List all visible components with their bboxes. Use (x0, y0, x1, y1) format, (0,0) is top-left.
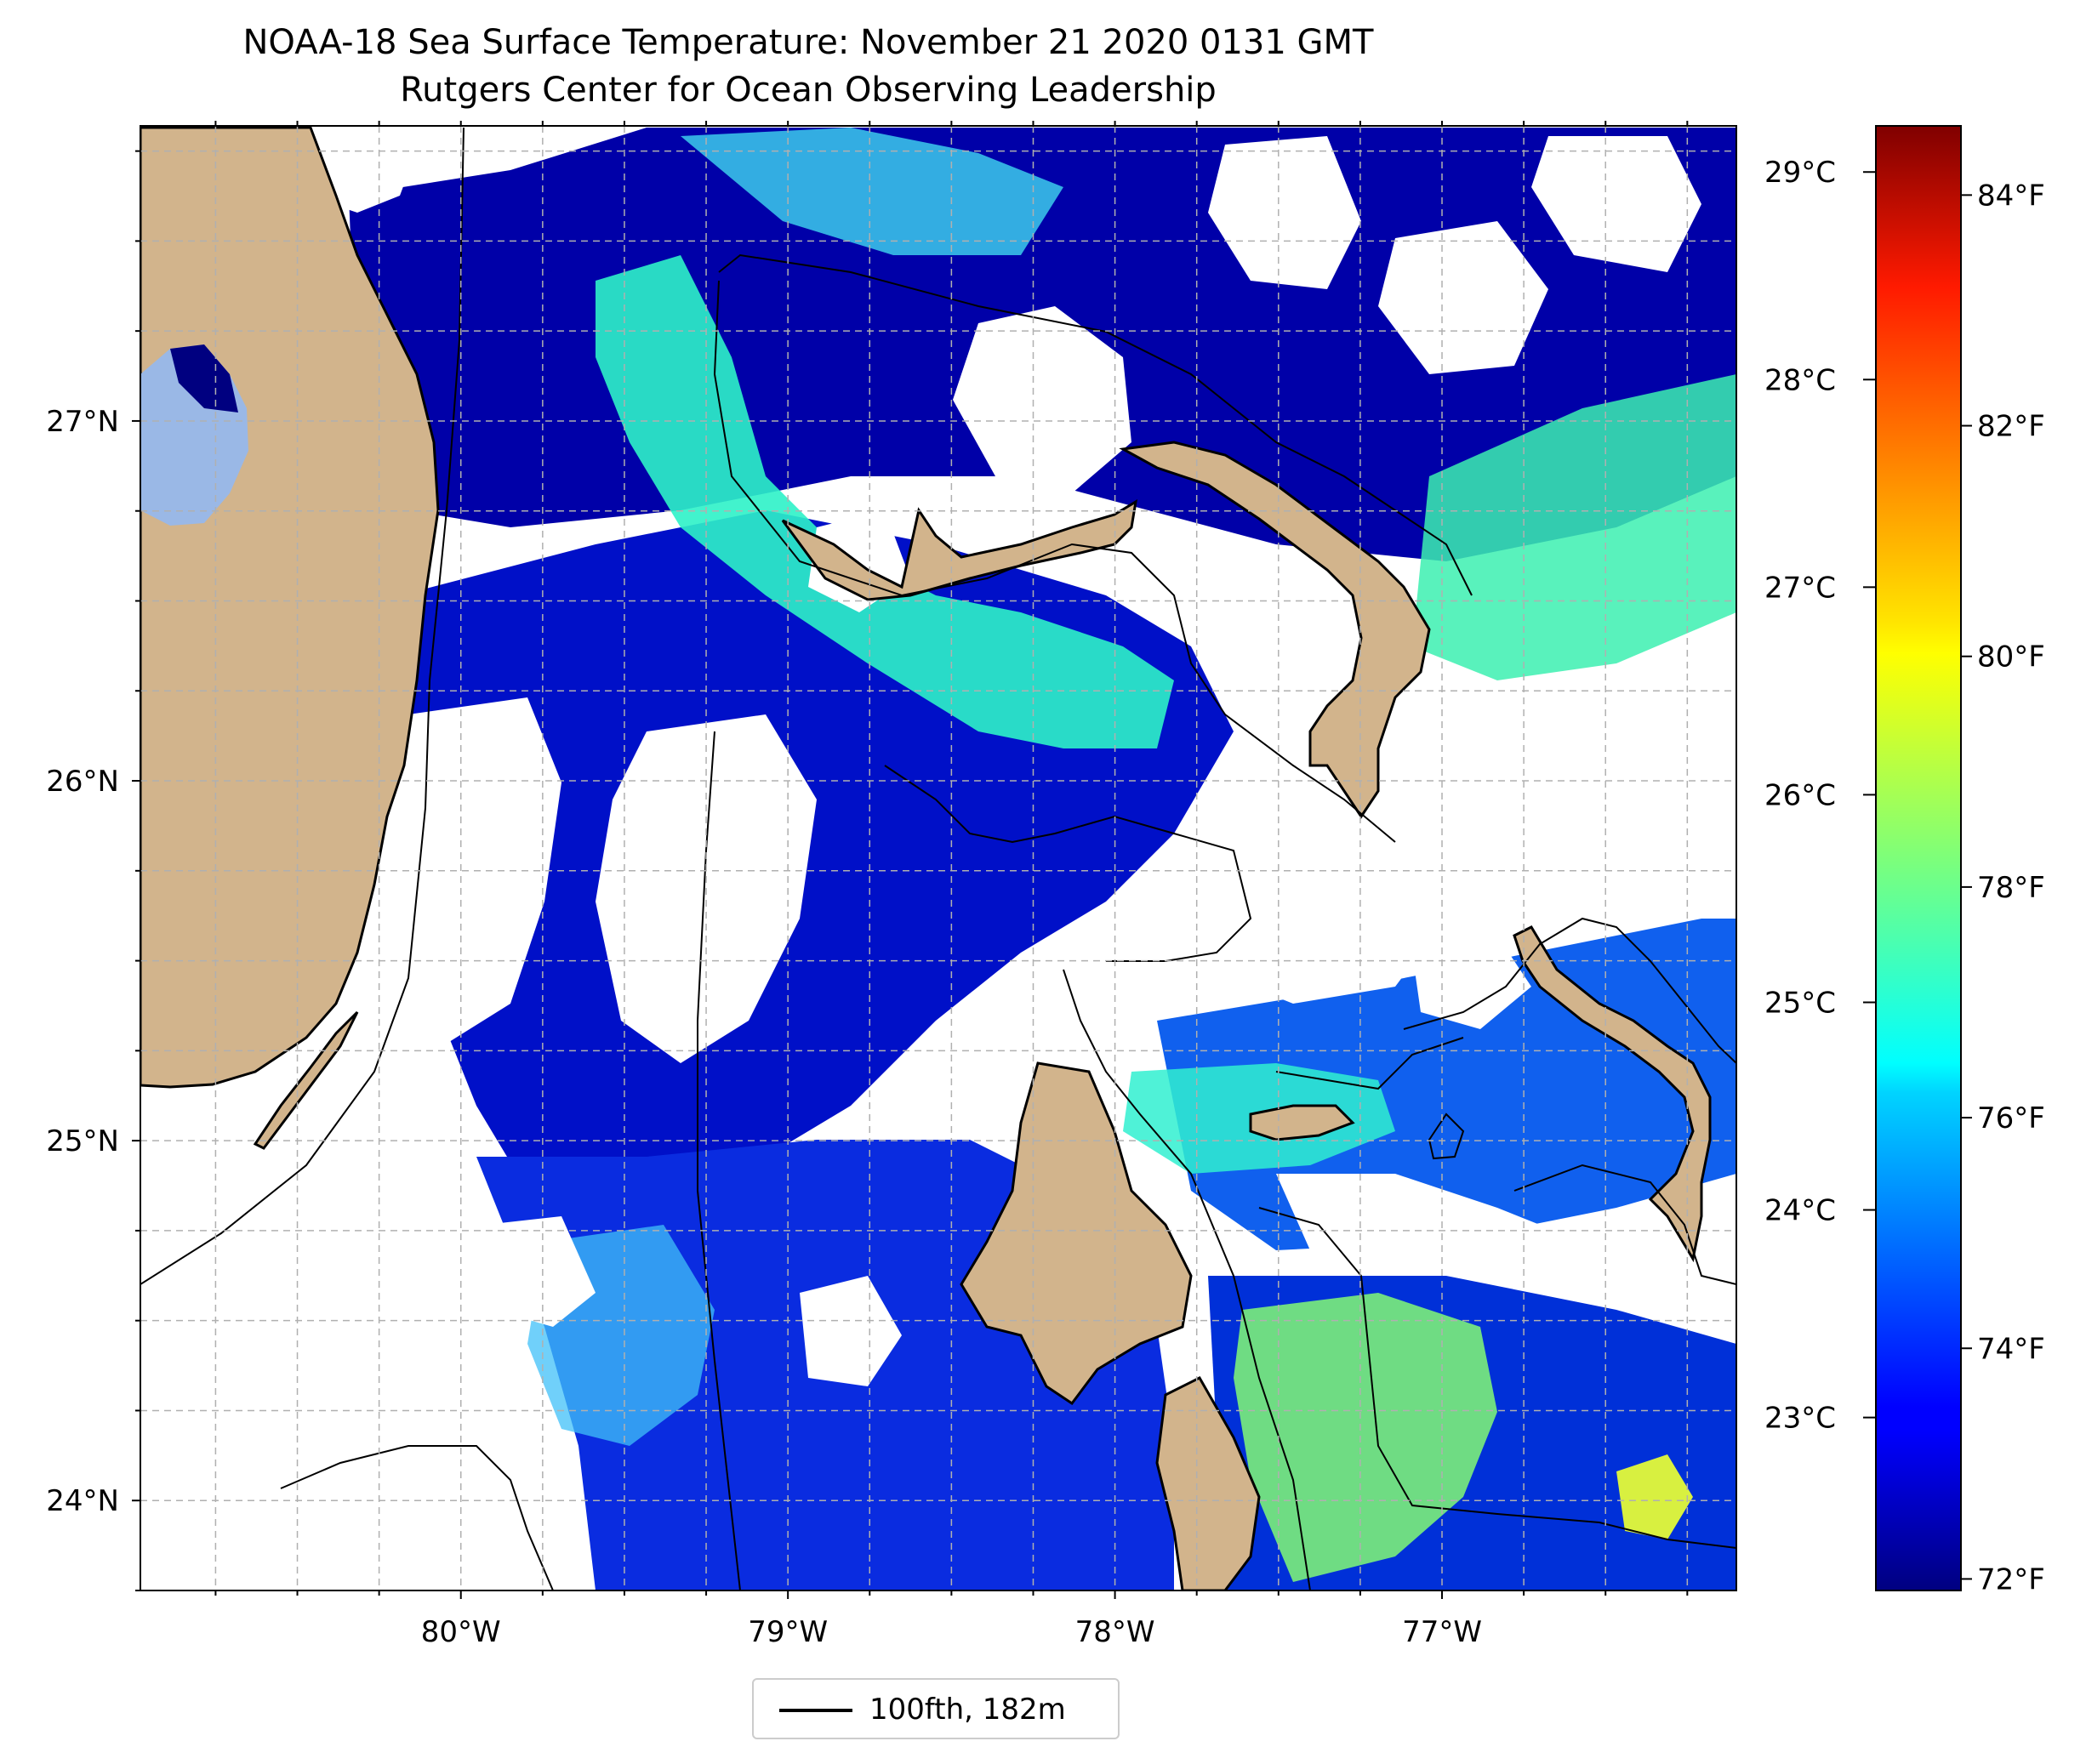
celsius-tick-label: 29°C (1764, 156, 1836, 190)
cloud-mask (374, 697, 561, 1046)
lon-tick-label: 77°W (1402, 1615, 1482, 1649)
isobath-line (1258, 1207, 1736, 1549)
celsius-tick-label: 24°C (1764, 1194, 1836, 1228)
celsius-tick-label: 27°C (1764, 571, 1836, 605)
isobath-line (1275, 1037, 1464, 1090)
fahrenheit-tick-label: 78°F (1977, 871, 2045, 905)
lon-tick-label: 79°W (748, 1615, 828, 1649)
chart-title: NOAA-18 Sea Surface Temperature: Novembe… (242, 23, 1374, 62)
sst-plume-gulfstream (596, 255, 1174, 748)
sst-plume-warm-spot (1616, 1454, 1693, 1539)
isobath-line (884, 765, 1252, 962)
celsius-tick-label: 23°C (1764, 1402, 1836, 1436)
cloud-mask (1174, 817, 1446, 1004)
chart-title-block: NOAA-18 Sea Surface Temperature: Novembe… (136, 19, 1480, 114)
sst-plume-north (681, 128, 1063, 255)
fahrenheit-tick-label: 80°F (1977, 640, 2045, 674)
cloud-mask (953, 306, 1131, 493)
legend: 100fth, 182m (752, 1678, 1120, 1739)
fahrenheit-tick-label: 74°F (1977, 1332, 2045, 1366)
cloud-mask (485, 1216, 596, 1327)
colorbar-fahrenheit-axis: 72°F 74°F 76°F 78°F 80°F 82°F 84°F (1961, 179, 2045, 1596)
andros (960, 1061, 1193, 1406)
cloud-mask (1276, 1174, 1582, 1276)
fahrenheit-tick-label: 72°F (1977, 1562, 2045, 1596)
sst-plume-southeast (1234, 1293, 1497, 1582)
cloud-mask (800, 1276, 902, 1386)
isobath-line (1063, 969, 1311, 1590)
lat-tick-label: 25°N (46, 1124, 119, 1158)
chart-subtitle: Rutgers Center for Ocean Observing Leade… (400, 71, 1217, 110)
isobath-line (697, 731, 741, 1590)
isobath-line (718, 253, 1473, 596)
cloud-masks (140, 128, 1701, 1463)
cloud-mask (1480, 817, 1701, 927)
land-masses (140, 126, 1712, 1590)
longitude-axis: 80°W 79°W 78°W 77°W (214, 121, 1689, 1649)
cloud-mask (1412, 936, 1531, 1029)
fahrenheit-tick-label: 84°F (1977, 179, 2045, 213)
fahrenheit-tick-label: 82°F (1977, 410, 2045, 444)
colorbar (1875, 125, 1962, 1591)
lat-tick-label: 27°N (46, 405, 119, 439)
celsius-tick-label: 25°C (1764, 986, 1836, 1020)
lake-data-patch (170, 344, 238, 413)
fahrenheit-tick-label: 76°F (1977, 1101, 2045, 1135)
lon-tick-label: 78°W (1075, 1615, 1155, 1649)
isobath-line (140, 127, 465, 1285)
new-providence (1249, 1104, 1355, 1141)
latitude-axis: 24°N 25°N 26°N 27°N (46, 150, 140, 1591)
legend-label: 100fth, 182m (869, 1693, 1066, 1727)
isobath-line (1403, 917, 1736, 1064)
isobath-line (713, 280, 1396, 843)
lon-tick-label: 80°W (421, 1615, 501, 1649)
exuma-cays (1155, 1376, 1261, 1590)
legend-line-swatch (779, 1709, 852, 1712)
isobath-line (1428, 1112, 1465, 1160)
abaco (1119, 441, 1431, 819)
cloud-mask (140, 1072, 391, 1463)
isobath-contours (140, 127, 1736, 1590)
cloud-mask (1531, 136, 1701, 272)
cloud-mask (1378, 221, 1548, 374)
sst-plume-northeast (1412, 374, 1736, 680)
cloud-mask (1208, 136, 1361, 289)
map-frame (140, 125, 1737, 1591)
lat-tick-label: 24°N (46, 1484, 119, 1518)
lat-tick-label: 26°N (46, 765, 119, 799)
colorbar-celsius-axis: 23°C 24°C 25°C 26°C 27°C 28°C 29°C (1764, 156, 1876, 1436)
celsius-tick-label: 26°C (1764, 778, 1836, 812)
cloud-mask (1012, 944, 1131, 1055)
isobath-line (1513, 1164, 1736, 1285)
isobath-line (280, 1445, 554, 1590)
celsius-tick-label: 28°C (1764, 363, 1836, 397)
